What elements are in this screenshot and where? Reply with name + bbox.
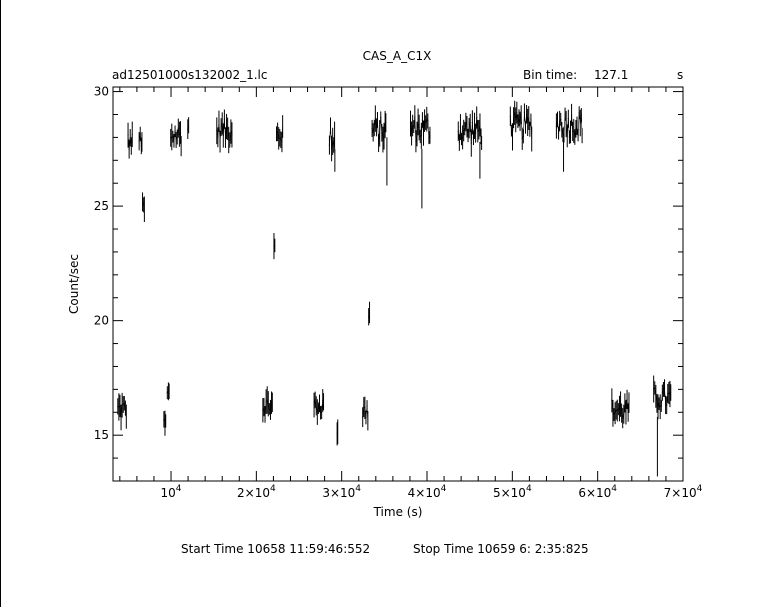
data-line xyxy=(653,387,672,408)
x-tick-label: 7×104 xyxy=(664,484,703,500)
data-series xyxy=(117,100,672,477)
data-line xyxy=(216,119,233,142)
x-tick-mantissa: 6×10 xyxy=(578,486,611,500)
y-tick-label: 15 xyxy=(94,428,109,442)
data-segment xyxy=(336,419,339,446)
x-tick-label: 6×104 xyxy=(578,484,617,500)
data-line xyxy=(410,116,431,142)
data-line xyxy=(167,390,170,393)
data-line xyxy=(336,431,339,434)
file-name-label: ad12501000s132002_1.lc xyxy=(112,68,268,82)
x-tick-exponent: 4 xyxy=(697,484,703,494)
data-line xyxy=(117,402,127,418)
data-segment xyxy=(262,386,273,423)
x-tick-labels: 104 2×104 3×104 4×104 5×104 6×104 7×104 xyxy=(161,484,703,500)
y-axis-label: Count/sec xyxy=(67,254,81,314)
data-segment xyxy=(371,105,387,153)
data-segment xyxy=(328,117,336,162)
x-tick-label: 5×104 xyxy=(493,484,532,500)
data-segment xyxy=(166,382,170,401)
data-line xyxy=(313,399,324,414)
data-segment xyxy=(362,396,369,431)
data-segment xyxy=(273,232,276,260)
data-segment xyxy=(127,121,133,159)
x-tick-mantissa: 7×10 xyxy=(664,486,697,500)
data-line xyxy=(510,112,533,139)
y-tick-label: 20 xyxy=(94,314,109,328)
data-line xyxy=(276,126,283,143)
x-tick-label: 4×104 xyxy=(408,484,447,500)
data-line xyxy=(273,245,275,247)
data-segment xyxy=(313,389,325,425)
y-tick-labels: 15 20 25 30 xyxy=(94,85,109,443)
data-segment xyxy=(555,103,583,148)
x-axis-label: Time (s) xyxy=(373,505,423,519)
data-line xyxy=(611,399,630,419)
x-tick-mantissa: 2×10 xyxy=(237,486,270,500)
data-segment xyxy=(368,301,371,326)
data-segment xyxy=(611,388,630,429)
x-tick-mantissa: 5×10 xyxy=(493,486,526,500)
bin-time-value: 127.1 xyxy=(594,68,628,82)
x-tick-mantissa: 10 xyxy=(161,486,176,500)
data-segment xyxy=(163,410,167,436)
axis-ticks xyxy=(113,87,684,482)
data-segment xyxy=(409,105,431,153)
bin-time-label: Bin time: xyxy=(523,68,577,82)
x-tick-mantissa: 4×10 xyxy=(408,486,441,500)
data-segment xyxy=(275,115,284,153)
plot-area xyxy=(112,86,684,482)
x-tick-label: 3×104 xyxy=(322,484,361,500)
data-segment xyxy=(216,109,233,154)
data-line xyxy=(127,134,133,150)
x-tick-exponent: 4 xyxy=(176,484,182,494)
chart-title: CAS_A_C1X xyxy=(363,49,432,63)
data-line xyxy=(457,117,482,144)
data-line xyxy=(170,128,182,147)
y-tick-label: 30 xyxy=(94,85,109,99)
y-tick-label: 25 xyxy=(94,199,109,213)
x-tick-label: 2×104 xyxy=(237,484,276,500)
data-line xyxy=(556,112,583,138)
x-tick-exponent: 4 xyxy=(270,484,276,494)
start-time-text: Start Time 10658 11:59:46:552 xyxy=(181,542,370,556)
data-segment xyxy=(142,192,145,223)
x-tick-label: 104 xyxy=(161,484,182,500)
data-line xyxy=(329,125,335,149)
data-line xyxy=(163,419,166,425)
data-line xyxy=(368,312,370,317)
data-segment xyxy=(653,375,672,420)
data-line xyxy=(262,399,273,415)
x-tick-exponent: 4 xyxy=(526,484,532,494)
data-line xyxy=(142,201,145,210)
stop-time-text: Stop Time 10659 6: 2:35:825 xyxy=(413,542,589,556)
data-segment xyxy=(509,100,533,152)
x-tick-exponent: 4 xyxy=(355,484,361,494)
data-segment xyxy=(170,118,182,157)
data-line xyxy=(138,133,143,146)
data-line xyxy=(362,406,369,421)
x-tick-exponent: 4 xyxy=(441,484,447,494)
data-segment xyxy=(117,392,127,431)
data-segment xyxy=(187,117,190,139)
x-tick-exponent: 4 xyxy=(611,484,617,494)
data-line xyxy=(187,125,189,130)
bin-time-unit: s xyxy=(677,68,683,82)
data-segment xyxy=(138,126,143,155)
data-line xyxy=(371,117,387,144)
data-segment xyxy=(457,106,483,157)
x-tick-mantissa: 3×10 xyxy=(322,486,355,500)
